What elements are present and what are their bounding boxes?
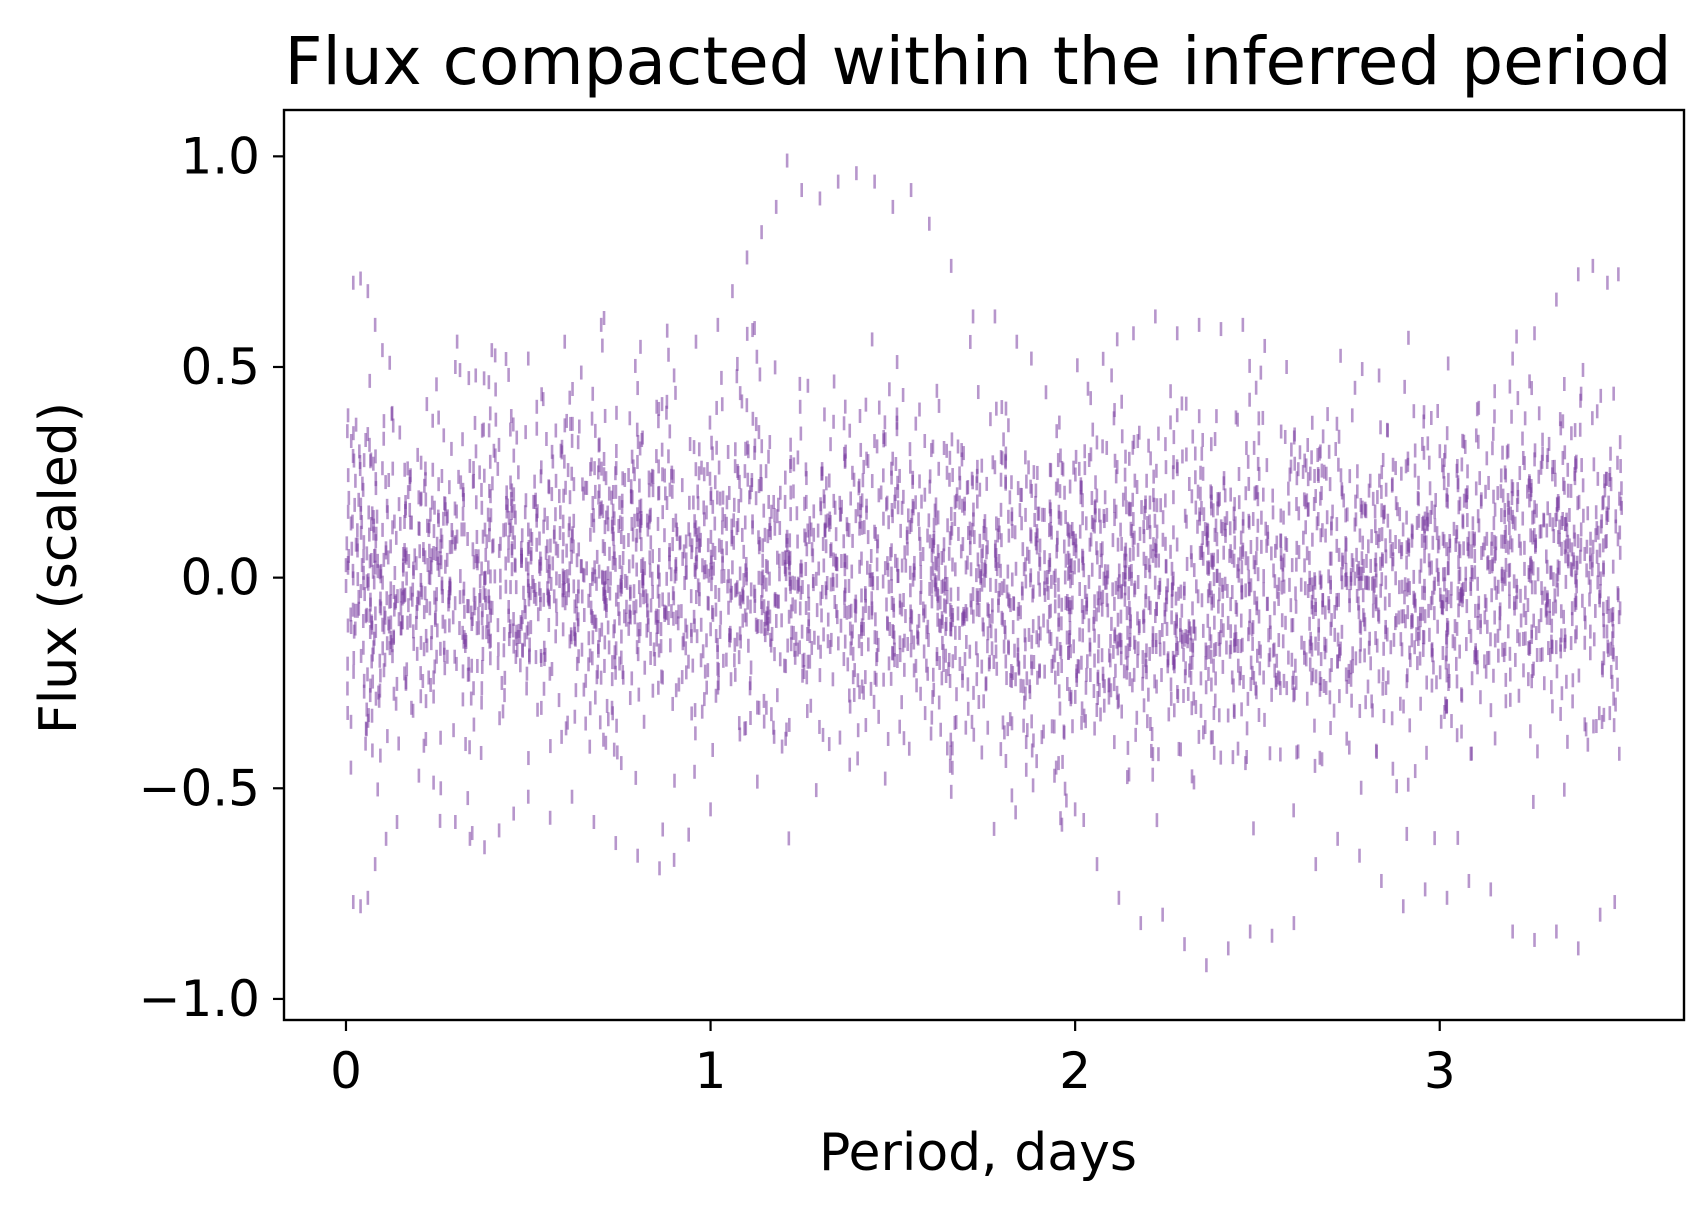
- plot-frame: [282, 108, 1686, 1022]
- x-tick-label: 3: [1424, 1042, 1456, 1100]
- y-tick-label: −0.5: [139, 759, 260, 817]
- x-tick-label: 0: [330, 1042, 362, 1100]
- x-tick-label: 1: [695, 1042, 727, 1100]
- y-axis-label: Flux (scaled): [29, 402, 89, 734]
- x-axis-label: Period, days: [819, 1123, 1137, 1183]
- chart-title: Flux compacted within the inferred perio…: [285, 23, 1672, 100]
- data-points: [344, 153, 1623, 973]
- y-tick-label: 1.0: [180, 127, 260, 185]
- y-tick-label: 0.0: [180, 549, 260, 607]
- y-tick-label: 0.5: [180, 338, 260, 396]
- x-tick-label: 2: [1059, 1042, 1091, 1100]
- y-axis: 1.0 0.5 0.0 −0.5 −1.0: [139, 127, 284, 1028]
- x-axis: 0 1 2 3: [330, 1020, 1456, 1100]
- y-tick-label: −1.0: [139, 970, 260, 1028]
